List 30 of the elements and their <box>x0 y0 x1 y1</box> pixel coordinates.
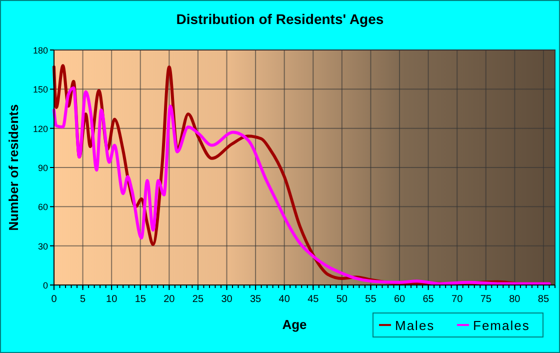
x-tick-label: 20 <box>164 294 176 305</box>
x-tick-label: 50 <box>336 294 348 305</box>
y-tick-label: 30 <box>38 241 48 252</box>
x-axis-title: Age <box>282 317 307 332</box>
y-tick-label: 0 <box>42 280 48 290</box>
y-tick-label: 60 <box>38 202 48 212</box>
y-tick-label: 120 <box>32 124 48 134</box>
x-tick-label: 40 <box>278 294 290 305</box>
x-tick-label: 75 <box>480 294 492 305</box>
x-tick-label: 85 <box>538 294 550 305</box>
x-tick-label: 35 <box>250 294 262 305</box>
legend-label: Males <box>395 318 435 333</box>
x-tick-label: 80 <box>509 294 521 305</box>
x-tick-label: 15 <box>134 294 146 305</box>
legend-label: Females <box>473 318 530 333</box>
y-tick-label: 150 <box>32 84 48 95</box>
y-tick-label: 180 <box>32 46 48 56</box>
x-tick-label: 30 <box>221 294 233 305</box>
y-tick-label: 90 <box>38 163 48 173</box>
x-tick-label: 5 <box>80 294 86 305</box>
x-tick-label: 45 <box>308 294 320 305</box>
x-tick-label: 70 <box>452 294 464 305</box>
y-axis-title: Number of residents <box>6 104 21 231</box>
x-tick-label: 55 <box>365 294 377 305</box>
x-tick-label: 25 <box>192 294 204 305</box>
x-tick-label: 0 <box>51 294 58 305</box>
x-tick-label: 65 <box>422 294 434 305</box>
x-tick-label: 60 <box>394 294 406 305</box>
x-tick-label: 10 <box>106 294 118 305</box>
chart-title: Distribution of Residents' Ages <box>176 11 384 27</box>
